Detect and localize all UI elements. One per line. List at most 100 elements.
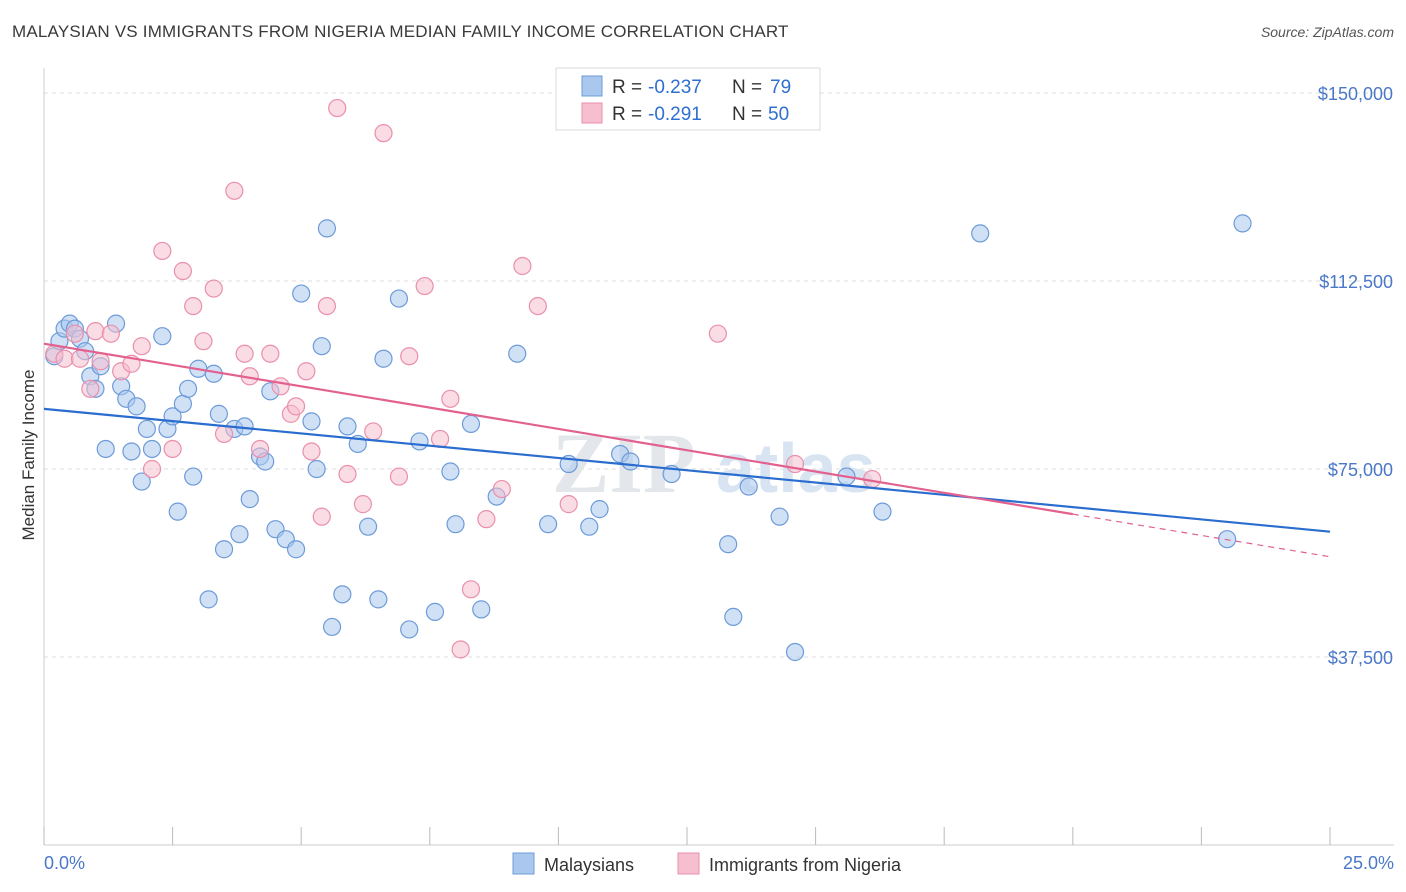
y-tick-label: $112,500 — [1319, 272, 1393, 292]
point-malaysians — [374, 349, 393, 368]
legend-r-label-2: R = — [612, 104, 642, 125]
point-nigeria — [477, 510, 496, 529]
point-malaysians — [724, 607, 743, 627]
y-tick-label: $75,000 — [1328, 460, 1393, 480]
point-malaysians — [209, 404, 228, 423]
point-nigeria — [86, 322, 105, 341]
point-nigeria — [142, 459, 162, 479]
point-malaysians — [785, 642, 805, 662]
point-malaysians — [400, 620, 419, 639]
point-nigeria — [528, 296, 547, 316]
point-nigeria — [328, 98, 347, 118]
legend-n-value-2: 50 — [768, 104, 789, 125]
point-nigeria — [312, 507, 331, 526]
point-nigeria — [338, 464, 357, 484]
point-nigeria — [65, 324, 84, 343]
point-nigeria — [415, 276, 434, 296]
legend-n-label-1: N = — [732, 77, 762, 98]
point-nigeria — [204, 279, 223, 298]
point-nigeria — [261, 344, 280, 363]
source-credit: Source: ZipAtlas.com — [1260, 24, 1394, 40]
point-nigeria — [400, 347, 419, 366]
legend-r-value-2: -0.291 — [648, 104, 702, 125]
point-malaysians — [719, 535, 738, 554]
point-malaysians — [302, 412, 321, 431]
x-tick-label-start: 0.0% — [44, 853, 85, 873]
point-nigeria — [451, 640, 470, 659]
point-nigeria — [70, 349, 90, 368]
point-nigeria — [461, 580, 481, 599]
point-malaysians — [508, 344, 527, 363]
legend-n-label-2: N = — [732, 104, 762, 125]
point-malaysians — [873, 502, 892, 521]
point-malaysians — [358, 517, 378, 536]
point-nigeria — [225, 181, 244, 200]
point-malaysians — [770, 507, 789, 526]
point-nigeria — [173, 261, 192, 281]
point-malaysians — [199, 590, 218, 609]
x-tick-label-end: 25.0% — [1343, 853, 1394, 873]
point-malaysians — [590, 500, 609, 519]
point-nigeria — [214, 424, 234, 444]
point-malaysians — [173, 394, 192, 413]
y-tick-labels: $37,500 $75,000 $112,500 $150,000 — [1318, 84, 1393, 668]
chart-title: MALAYSIAN VS IMMIGRANTS FROM NIGERIA MED… — [12, 22, 789, 41]
point-nigeria — [559, 495, 578, 514]
point-nigeria — [250, 439, 270, 459]
trendline-nigeria — [43, 342, 1073, 516]
point-malaysians — [369, 590, 388, 609]
point-nigeria — [55, 349, 74, 368]
point-nigeria — [430, 429, 450, 449]
point-malaysians — [971, 224, 990, 243]
point-nigeria — [163, 439, 182, 459]
point-nigeria — [286, 397, 306, 416]
legend-r-value-1: -0.237 — [648, 77, 702, 98]
point-nigeria — [132, 337, 151, 356]
point-nigeria — [91, 352, 110, 371]
axes — [43, 68, 1394, 846]
legend-swatch-malaysians — [512, 852, 535, 875]
point-malaysians — [333, 585, 352, 604]
point-malaysians — [184, 467, 203, 486]
legend-n-value-1: 79 — [770, 77, 791, 98]
legend-label-malaysians: Malaysians — [544, 855, 634, 875]
point-malaysians — [168, 502, 187, 521]
point-malaysians — [338, 417, 357, 436]
point-malaysians — [580, 517, 599, 536]
point-malaysians — [539, 515, 558, 534]
point-malaysians — [621, 452, 640, 471]
point-malaysians — [132, 472, 151, 491]
point-nigeria — [101, 324, 120, 343]
point-malaysians — [1233, 214, 1252, 233]
point-malaysians — [472, 600, 491, 619]
y-tick-label: $37,500 — [1328, 648, 1393, 668]
y-tick-label: $150,000 — [1318, 84, 1393, 104]
point-nigeria — [153, 241, 172, 261]
stats-legend: R = -0.237 N = 79 R = -0.291 N = 50 — [555, 67, 821, 131]
point-malaysians — [127, 397, 146, 416]
point-nigeria — [513, 256, 532, 276]
point-malaysians — [317, 219, 337, 238]
point-malaysians — [240, 489, 259, 509]
point-malaysians — [425, 602, 445, 621]
point-malaysians — [230, 525, 249, 544]
point-nigeria — [271, 377, 290, 396]
point-nigeria — [194, 332, 213, 351]
point-malaysians — [122, 442, 141, 461]
legend-r-label-1: R = — [612, 77, 642, 98]
trendline-nigeria-extrapolated — [1072, 513, 1331, 558]
point-malaysians — [292, 284, 311, 303]
legend-swatch-nigeria — [677, 852, 700, 875]
point-nigeria — [441, 389, 460, 408]
point-malaysians — [137, 419, 156, 439]
point-malaysians — [214, 540, 234, 559]
point-nigeria — [389, 467, 409, 486]
point-malaysians — [410, 432, 429, 451]
point-nigeria — [364, 422, 383, 441]
point-malaysians — [178, 379, 198, 398]
x-tick-labels: 0.0% 25.0% — [44, 853, 1394, 873]
point-nigeria — [374, 124, 393, 143]
point-malaysians — [441, 462, 460, 481]
point-nigeria — [317, 296, 337, 316]
